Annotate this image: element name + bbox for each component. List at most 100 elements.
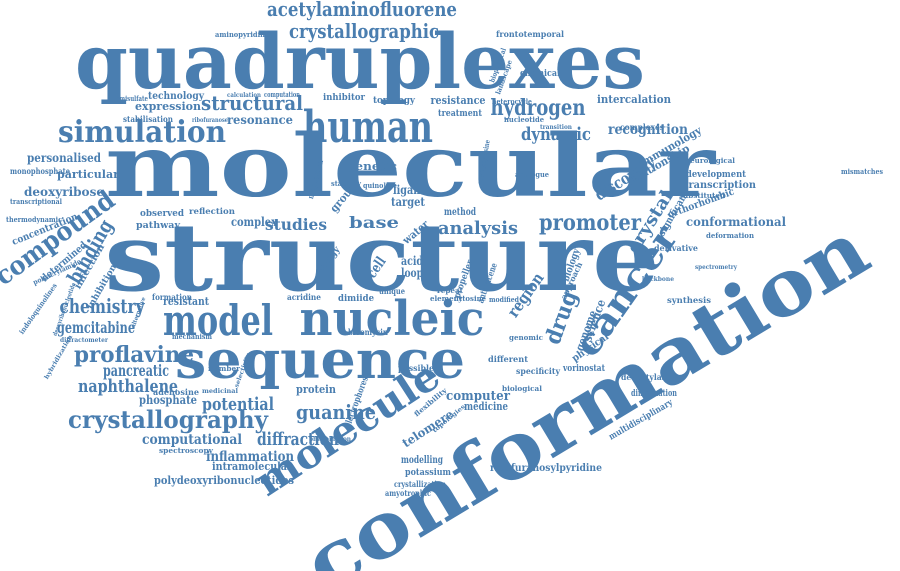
word: inflammation [206,449,294,465]
word: transcriptional [10,197,62,206]
word: acridine [287,292,321,302]
word: resonance [227,113,293,127]
word: backbone [642,276,674,283]
word: molecular [105,116,717,217]
word: unique [379,286,405,296]
word: nucleotide [504,115,545,124]
word: simulation [58,115,226,150]
word: nucleic [300,291,485,347]
word: computer [446,389,510,404]
word: acetylaminofluorene [267,0,457,21]
word: number [208,364,240,373]
word: ribofuranosylpyridine [490,463,602,474]
word: naphthalene [78,376,178,397]
word: diffraction [257,429,339,450]
word: quinoline [363,181,397,190]
word: guanine [296,400,376,424]
word: substituted [679,191,725,200]
word: mismatches [841,167,883,176]
word: indoloquinolines [17,281,59,335]
word: transition [540,124,573,131]
word: biological [502,384,542,393]
word: synthesis [667,295,712,305]
word: human [303,102,433,153]
word: frontotemporal [496,29,564,39]
word: development [686,170,747,180]
word: intramolecular [212,460,292,473]
word: target [391,195,425,209]
word: modified [489,295,519,304]
word: method [444,207,476,218]
word: spectroscopy [159,446,214,455]
word: analysis [438,218,518,239]
word: aminopyridines [215,30,273,39]
word: resistance [431,94,486,107]
word: complex [231,215,278,229]
word: phosphate [139,393,197,407]
word: crystallization [394,479,446,489]
word: cytosine [454,294,487,303]
word: spectrometry [695,264,737,271]
word: recognition [608,122,688,138]
word: reflection [189,206,235,216]
word: diffractometer [60,337,109,344]
word: hydrogen [491,95,586,121]
word: model [163,296,273,345]
word: observed [140,209,185,219]
word: sequence [175,330,465,391]
word: inhibitor [323,93,365,103]
word: promoter [539,210,641,236]
word: topology [373,96,416,106]
word: protein [296,383,336,396]
word: pathway [136,221,181,231]
word: chemistry [60,294,146,318]
word: hemisulfate [112,94,148,103]
word: phenomenon [309,436,352,443]
word: complexes [620,122,664,132]
word: expression [135,100,201,113]
word: analogue [515,170,550,179]
word: specificity [516,366,560,376]
word: transcription [684,180,757,191]
word: stabilisation [123,114,173,124]
word: potassium [405,468,451,478]
word: base [349,213,399,232]
word: stability [331,179,362,188]
word: polydeoxyribonucleotides [154,474,294,487]
word: particular [57,168,119,181]
word: gemcitabine [57,318,135,337]
word: structural [201,91,303,115]
word: ribofuranose [192,117,228,124]
word: formation [152,292,192,302]
word: intercalation [597,93,671,106]
word: possible [398,363,434,373]
word: dimerization [631,389,677,399]
word: acid [401,254,423,268]
word: deformation [706,231,754,240]
word: different [488,354,528,364]
word: technology [148,91,205,102]
word: personalised [27,151,102,165]
word: vorinostat [562,364,606,374]
word: derivative [654,243,698,253]
word: quadruplexes [75,17,645,106]
word: medicinal [202,388,239,395]
word: deoxyribose [24,185,104,199]
word: loop [401,266,423,280]
word: ligand [393,183,427,197]
word: pancreatic [103,361,169,380]
word: studies [265,215,327,234]
word: repeat [437,286,464,295]
word: thermodynamic [6,215,62,224]
word: resistant [163,295,210,308]
word: treatment [438,109,483,119]
word: calculation [227,92,262,99]
word: bleomycin [348,327,388,337]
word: dynamic [521,124,591,145]
word: structure [105,203,660,313]
word: modelling [401,455,443,466]
word: heterocycle [492,97,532,106]
word: genomic [509,333,543,342]
word: deacetylase [621,372,671,382]
word: crystallographic [289,19,439,43]
